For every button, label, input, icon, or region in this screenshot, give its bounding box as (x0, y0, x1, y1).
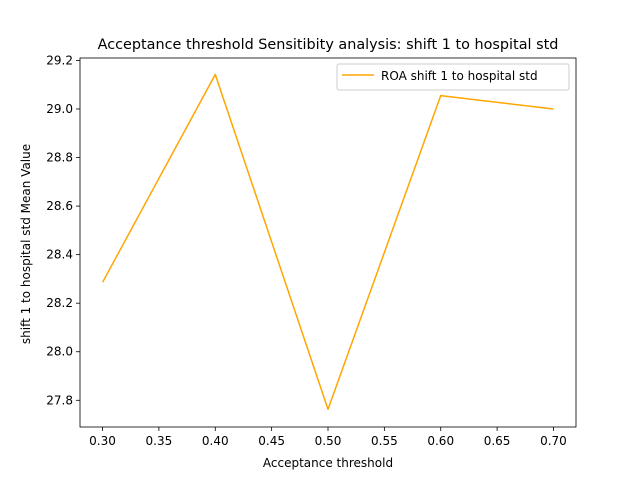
y-tick-label: 28.6 (46, 199, 73, 213)
x-tick-label: 0.30 (89, 434, 116, 448)
y-tick-label: 29.2 (46, 53, 73, 67)
x-tick-label: 0.40 (202, 434, 229, 448)
y-tick-label: 28.4 (46, 248, 73, 262)
y-tick-label: 29.0 (46, 102, 73, 116)
y-tick-label: 28.2 (46, 296, 73, 310)
x-tick-label: 0.55 (371, 434, 398, 448)
x-tick-label: 0.70 (540, 434, 567, 448)
x-tick-label: 0.65 (484, 434, 511, 448)
x-axis-label: Acceptance threshold (263, 456, 393, 470)
y-tick-label: 27.8 (46, 393, 73, 407)
x-tick-label: 0.35 (146, 434, 173, 448)
x-tick-label: 0.45 (258, 434, 285, 448)
legend-label: ROA shift 1 to hospital std (381, 69, 538, 83)
chart-title: Acceptance threshold Sensitibity analysi… (98, 37, 559, 53)
x-tick-label: 0.50 (315, 434, 342, 448)
y-tick-label: 28.8 (46, 151, 73, 165)
y-tick-label: 28.0 (46, 345, 73, 359)
x-tick-label: 0.60 (427, 434, 454, 448)
legend: ROA shift 1 to hospital std (337, 64, 569, 90)
y-axis-label: shift 1 to hospital std Mean Value (19, 144, 33, 344)
